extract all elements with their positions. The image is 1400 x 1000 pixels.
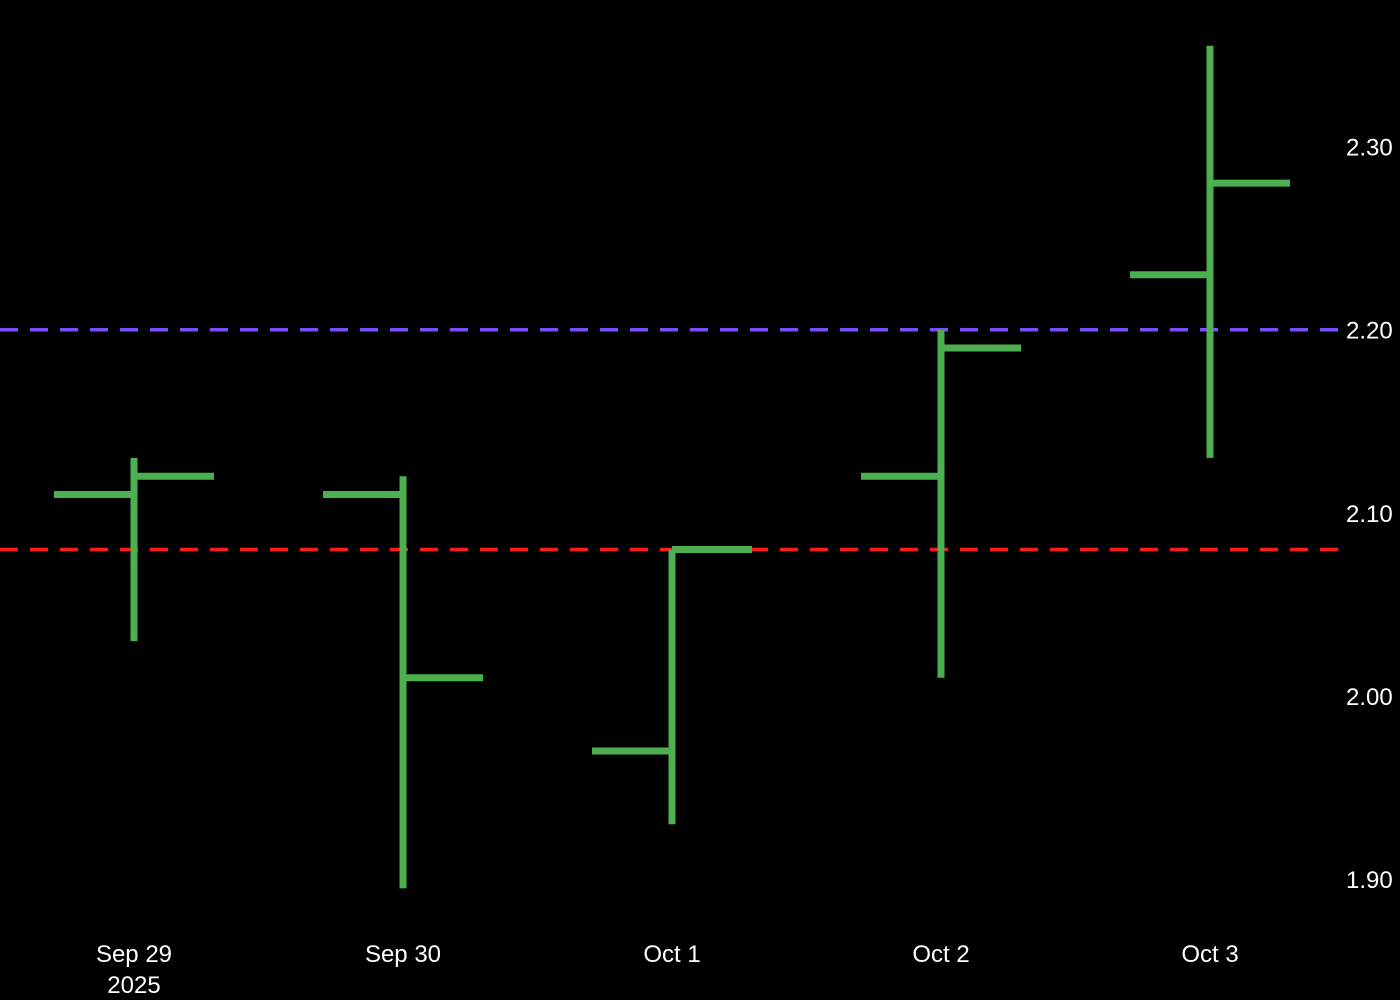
x-tick-label: Sep 30 [365,941,441,968]
ohlc-bar [1130,45,1290,458]
x-tick-label: Oct 1 [643,941,700,968]
ohlc-bars [54,45,1290,889]
ohlc-bar [54,457,214,642]
y-tick-label: 2.00 [1346,684,1393,711]
x-axis: Sep 29 Sep 30 Oct 1 Oct 2 Oct 3 2025 [96,941,1239,999]
x-tick-label: Sep 29 [96,941,172,968]
y-tick-label: 2.20 [1346,318,1393,345]
y-tick-label: 2.10 [1346,501,1393,528]
x-tick-label: Oct 3 [1181,941,1238,968]
x-year-label: 2025 [107,972,160,999]
ohlc-bar [861,329,1021,678]
x-tick-label: Oct 2 [912,941,969,968]
y-axis: 1.90 2.00 2.10 2.20 2.30 [1346,135,1393,895]
ohlc-bar [323,476,483,889]
y-tick-label: 1.90 [1346,867,1393,894]
ohlc-bar [592,546,752,825]
y-tick-label: 2.30 [1346,135,1393,162]
reference-lines [0,327,1345,552]
